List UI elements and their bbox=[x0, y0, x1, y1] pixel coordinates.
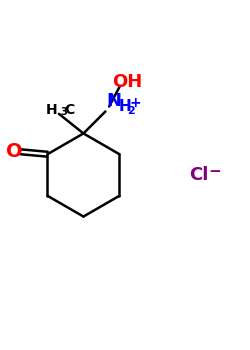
Text: H: H bbox=[118, 99, 131, 114]
Text: H: H bbox=[46, 103, 58, 117]
Text: O: O bbox=[6, 142, 23, 161]
Text: 3: 3 bbox=[60, 107, 67, 117]
Text: 2: 2 bbox=[127, 106, 134, 116]
Text: N: N bbox=[107, 92, 122, 110]
Text: OH: OH bbox=[112, 73, 142, 91]
Text: Cl: Cl bbox=[189, 166, 208, 184]
Text: C: C bbox=[64, 103, 75, 117]
Text: −: − bbox=[208, 164, 221, 179]
Text: +: + bbox=[130, 96, 141, 110]
